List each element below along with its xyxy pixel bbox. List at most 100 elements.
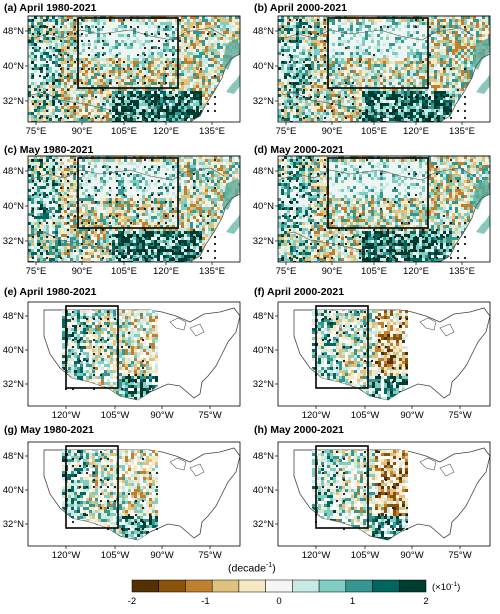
colorbar: (decade-1) -2 -1 0 1 2 (×10-1) — [0, 560, 500, 614]
colorbar-multiplier: (×10-1) — [432, 581, 461, 594]
panel-h: (h) May 2000-2021 120°W 105°W 90°W 75°W 48°N… — [250, 422, 500, 562]
lon-tick-label: 75°W — [448, 410, 471, 421]
lat-tick-label: 48°N — [3, 311, 24, 322]
panel-d: (d) May 2000-2021 75°E 90°E 105°E 120°E 135°… — [250, 140, 500, 280]
study-region-box — [327, 157, 429, 229]
colorbar-scale: -2 -1 0 1 2 — [128, 579, 429, 607]
lat-tick-label: 32°N — [3, 379, 24, 390]
panel-title: (c) May 1980-2021 — [4, 144, 94, 156]
panel-title: (d) May 2000-2021 — [254, 144, 344, 156]
lon-tick-label: 90°E — [72, 266, 93, 277]
lon-tick-label: 120°W — [302, 550, 331, 561]
lat-tick-label: 40°N — [3, 61, 24, 72]
lat-tick-label: 32°N — [253, 519, 274, 530]
colorbar-tick-label: 0 — [276, 596, 281, 607]
colorbar-swatch — [158, 579, 186, 593]
colorbar-swatch — [345, 579, 373, 593]
lat-tick-label: 48°N — [3, 451, 24, 462]
lon-tick-label: 105°W — [101, 410, 130, 421]
panel-b: (b) April 2000-2021 75°E 90°E 105°E 120°E 13… — [250, 0, 500, 140]
map-asia: 75°E 90°E 105°E 120°E 135°E 48°N 40°N 32°N — [3, 155, 241, 277]
study-region-box — [77, 17, 179, 89]
panel-title: (h) May 2000-2021 — [254, 424, 344, 436]
map-asia: 75°E 90°E 105°E 120°E 135°E 48°N 40°N 32°N — [253, 155, 491, 277]
lon-tick-label: 75°W — [198, 550, 221, 561]
lat-tick-label: 32°N — [3, 519, 24, 530]
lon-tick-label: 120°E — [403, 266, 429, 277]
lon-tick-label: 75°E — [276, 266, 297, 277]
study-region-box — [77, 157, 179, 229]
lat-tick-label: 48°N — [3, 166, 24, 177]
map-asia: 75°E 90°E 105°E 120°E 135°E 48°N 40°N 32°N — [253, 15, 491, 137]
lon-tick-label: 120°W — [302, 410, 331, 421]
lat-tick-label: 40°N — [253, 485, 274, 496]
lon-tick-label: 75°W — [198, 410, 221, 421]
lon-tick-label: 120°E — [403, 126, 429, 137]
panel-c: (c) May 1980-2021 75°E 90°E 105°E 120°E 135°… — [0, 140, 250, 280]
lat-tick-label: 48°N — [253, 311, 274, 322]
lon-tick-label: 90°W — [150, 410, 173, 421]
lon-tick-label: 90°W — [150, 550, 173, 561]
lat-tick-label: 32°N — [253, 236, 274, 247]
lat-tick-label: 32°N — [3, 236, 24, 247]
lon-tick-label: 120°W — [52, 410, 81, 421]
lon-tick-label: 105°W — [351, 550, 380, 561]
panel-e: (e) April 1980-2021 120°W 105°W 90°W 75°W 48… — [0, 282, 250, 422]
lat-tick-label: 48°N — [253, 451, 274, 462]
lon-tick-label: 105°E — [361, 126, 387, 137]
lat-tick-label: 48°N — [253, 26, 274, 37]
study-region-box — [315, 445, 369, 529]
lon-tick-label: 90°W — [400, 550, 423, 561]
lat-tick-label: 32°N — [3, 96, 24, 107]
panel-f: (f) April 2000-2021 120°W 105°W 90°W 75°W 48… — [250, 282, 500, 422]
colorbar-swatch — [318, 579, 347, 593]
panel-title: (f) April 2000-2021 — [254, 286, 345, 298]
colorbar-title: (decade-1) — [228, 562, 276, 575]
lon-tick-label: 75°E — [26, 126, 47, 137]
colorbar-tick-label: 1 — [350, 596, 355, 607]
lon-tick-label: 90°E — [322, 266, 343, 277]
lat-tick-label: 32°N — [253, 379, 274, 390]
lon-tick-label: 135°E — [449, 266, 475, 277]
colorbar-swatch — [265, 579, 293, 593]
lat-tick-label: 40°N — [3, 485, 24, 496]
lat-tick-label: 48°N — [3, 26, 24, 37]
study-region-box — [315, 305, 369, 389]
study-region-box — [327, 17, 429, 89]
lon-tick-label: 135°E — [199, 266, 225, 277]
lon-tick-label: 135°E — [449, 126, 475, 137]
colorbar-tick-label: -2 — [128, 596, 136, 607]
lon-tick-label: 105°E — [361, 266, 387, 277]
lon-tick-label: 75°W — [448, 550, 471, 561]
study-region-box — [65, 305, 119, 389]
lat-tick-label: 40°N — [253, 201, 274, 212]
lon-tick-label: 135°E — [199, 126, 225, 137]
panel-title: (e) April 1980-2021 — [4, 286, 97, 298]
lon-tick-label: 75°E — [276, 126, 297, 137]
colorbar-tick-label: -1 — [201, 596, 209, 607]
colorbar-swatch — [131, 579, 159, 593]
study-region-box — [65, 445, 119, 529]
lon-tick-label: 120°E — [153, 126, 179, 137]
map-us: 120°W 105°W 90°W 75°W 48°N 40°N 32°N — [3, 301, 241, 421]
panel-title: (a) April 1980-2021 — [4, 2, 97, 14]
map-us: 120°W 105°W 90°W 75°W 48°N 40°N 32°N — [253, 441, 491, 561]
lon-tick-label: 90°E — [322, 126, 343, 137]
panel-title: (g) May 1980-2021 — [4, 424, 94, 436]
colorbar-swatch — [292, 579, 320, 593]
colorbar-tick-label: 2 — [423, 596, 428, 607]
lat-tick-label: 32°N — [253, 96, 274, 107]
lat-tick-label: 40°N — [3, 201, 24, 212]
map-asia: 75°E 90°E 105°E 120°E 135°E 48°N 40°N 32°N — [3, 15, 241, 137]
lon-tick-label: 75°E — [26, 266, 47, 277]
lat-tick-label: 40°N — [3, 345, 24, 356]
panel-g: (g) May 1980-2021 120°W 105°W 90°W 75°W 48°N… — [0, 422, 250, 562]
lon-tick-label: 120°E — [153, 266, 179, 277]
colorbar-swatch — [238, 579, 266, 593]
colorbar-swatch — [399, 579, 427, 593]
lon-tick-label: 120°W — [52, 550, 81, 561]
lon-tick-label: 105°E — [111, 266, 137, 277]
map-us: 120°W 105°W 90°W 75°W 48°N 40°N 32°N — [253, 301, 491, 421]
lat-tick-label: 48°N — [253, 166, 274, 177]
map-us: 120°W 105°W 90°W 75°W 48°N 40°N 32°N — [3, 441, 241, 561]
